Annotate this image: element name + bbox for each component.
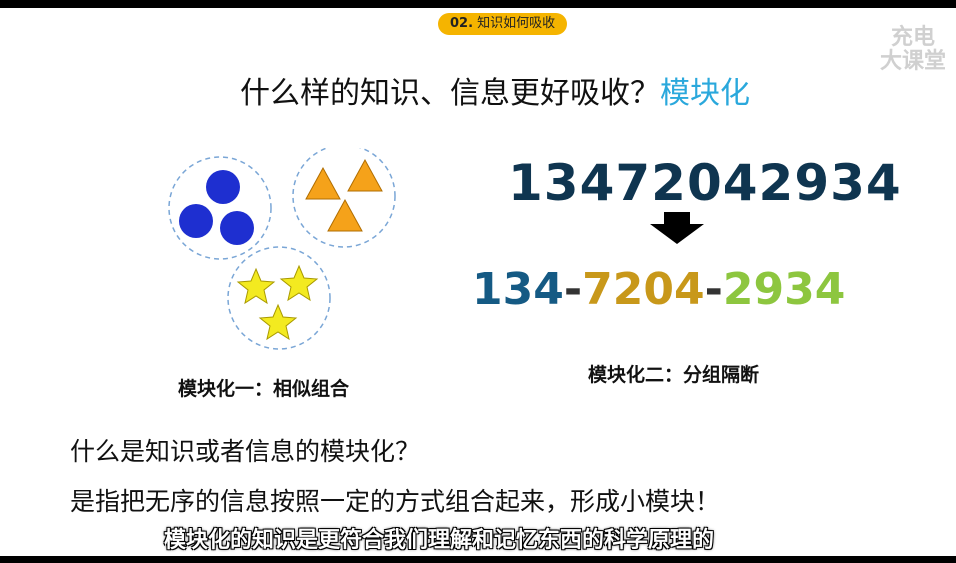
down-arrow-icon	[650, 212, 704, 244]
group-separator: -	[563, 264, 583, 315]
triangle-group-boundary	[292, 148, 396, 248]
yellow-star-shape	[258, 303, 298, 341]
number-group-3: 2934	[722, 264, 846, 315]
orange-triangle-shape	[347, 158, 383, 192]
slide: 02. 知识如何吸收 充电 大课堂 什么样的知识、信息更好吸收？模块化	[0, 8, 956, 556]
watermark-logo: 充电 大课堂	[872, 26, 954, 74]
circle-group-boundary	[168, 156, 272, 260]
blue-circle-shape	[179, 204, 213, 238]
answer-text: 是指把无序的信息按照一定的方式组合起来，形成小模块！	[70, 487, 721, 516]
yellow-star-shape	[236, 267, 276, 305]
orange-triangle-shape	[327, 198, 363, 232]
grouped-phone-number: 134-7204-2934	[472, 264, 845, 315]
section-tag: 02. 知识如何吸收	[438, 13, 568, 35]
raw-phone-number: 13472042934	[508, 154, 902, 212]
star-group	[227, 246, 331, 350]
watermark-line-2: 大课堂	[879, 49, 946, 74]
title-accent: 模块化	[660, 76, 750, 111]
caption-similar-grouping: 模块化一：相似组合	[178, 378, 350, 400]
caption-segment-grouping: 模块化二：分组隔断	[588, 364, 760, 386]
triangle-group	[292, 148, 396, 248]
video-subtitle: 模块化的知识是更符合我们理解和记忆东西的科学原理的	[164, 528, 715, 553]
grouping-diagram	[168, 148, 396, 350]
watermark-line-1: 充电	[890, 25, 935, 50]
slide-title: 什么样的知识、信息更好吸收？模块化	[240, 68, 750, 112]
section-label: 知识如何吸收	[477, 16, 556, 31]
title-main: 什么样的知识、信息更好吸收？	[240, 76, 660, 111]
question-text: 什么是知识或者信息的模块化？	[70, 437, 421, 466]
star-group-boundary	[227, 246, 331, 350]
section-number: 02.	[450, 16, 474, 31]
number-group-1: 134	[472, 264, 564, 315]
group-separator: -	[704, 264, 723, 315]
orange-triangle-shape	[305, 166, 341, 200]
number-group-2: 7204	[582, 264, 705, 315]
blue-circle-shape	[206, 170, 240, 204]
yellow-star-shape	[279, 264, 319, 302]
blue-circle-shape	[220, 211, 254, 245]
circle-group	[168, 156, 272, 260]
